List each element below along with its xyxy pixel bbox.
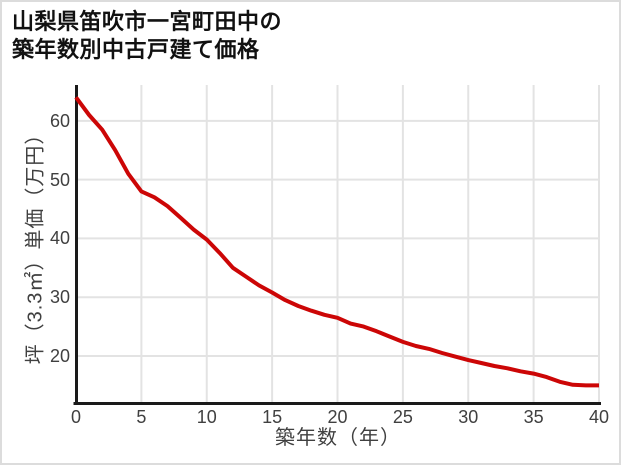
x-tick-label: 40 [588, 407, 610, 427]
price-line-series [74, 96, 599, 388]
y-tick-label: 50 [49, 169, 70, 190]
chart-title-line2: 築年数別中古戸建て価格 [12, 37, 260, 62]
x-tick-label: 15 [262, 407, 283, 427]
x-tick-label: 0 [70, 407, 81, 427]
y-axis-title: 坪（3.3㎡）単価（万円） [24, 123, 47, 365]
chart-title-line1: 山梨県笛吹市一宮町田中の [12, 9, 283, 34]
y-tick-label: 20 [49, 345, 70, 366]
x-tick-label: 5 [136, 407, 147, 427]
x-tick-label: 25 [392, 407, 413, 427]
x-tick-label: 35 [523, 407, 544, 427]
y-tick-label: 30 [49, 287, 70, 308]
x-tick-label: 10 [196, 407, 217, 427]
x-tick-label: 20 [327, 407, 348, 427]
y-tick-label: 60 [49, 110, 70, 131]
y-tick-label: 40 [49, 228, 70, 249]
x-axis-title: 築年数（年） [275, 427, 401, 449]
x-tick-label: 30 [458, 407, 479, 427]
chart-title: 山梨県笛吹市一宮町田中の 築年数別中古戸建て価格 [12, 8, 282, 64]
